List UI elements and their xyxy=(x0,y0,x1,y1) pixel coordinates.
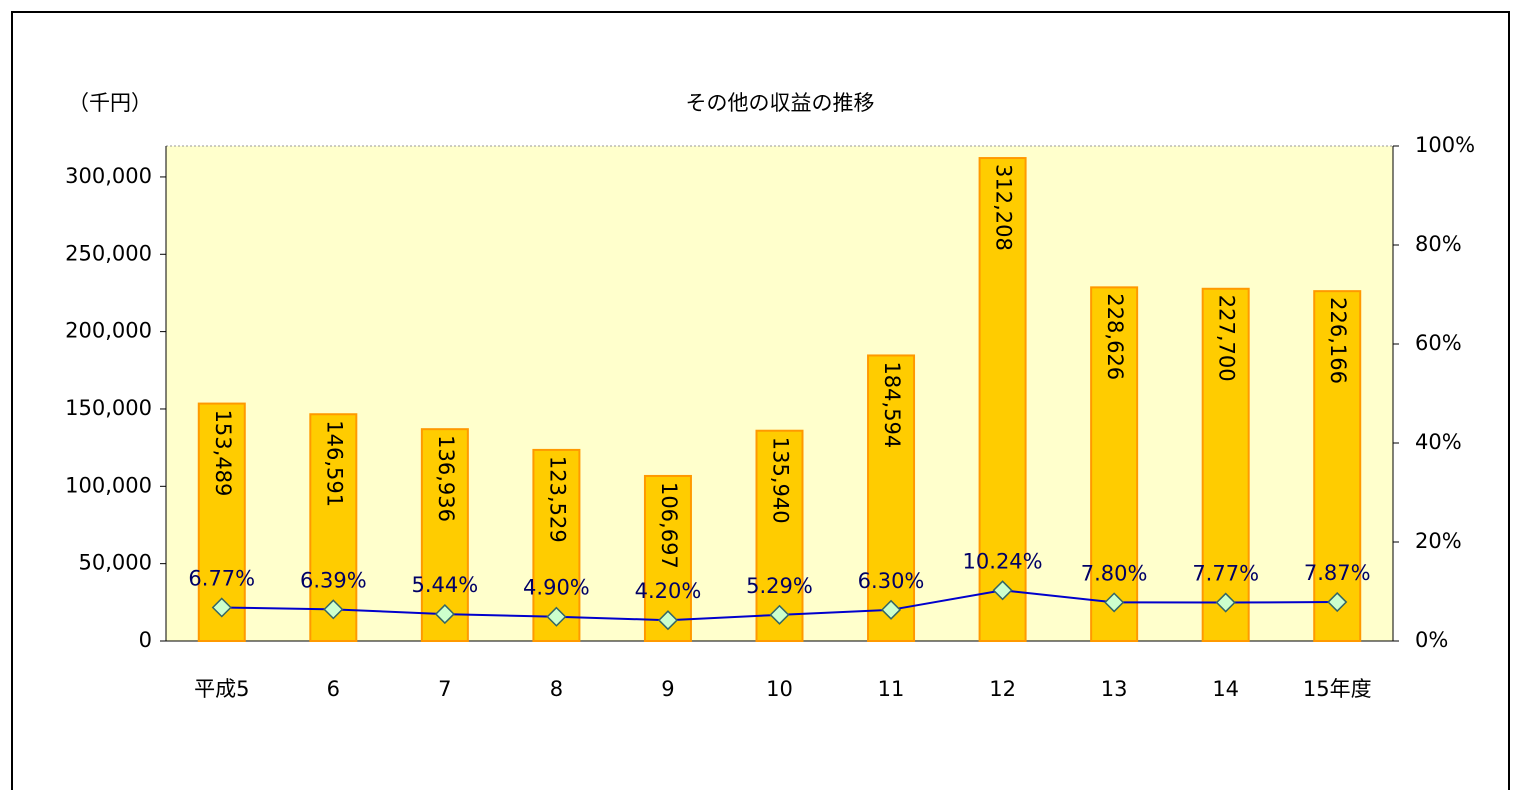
line-marker xyxy=(1104,592,1125,613)
x-tick-label: 6 xyxy=(327,677,340,701)
line-marker xyxy=(434,604,455,625)
line-value-label: 5.44% xyxy=(412,573,479,597)
x-tick-label: 9 xyxy=(661,677,674,701)
line-marker xyxy=(769,604,790,625)
x-tick-label: 14 xyxy=(1212,677,1239,701)
chart-title: その他の収益の推移 xyxy=(686,91,875,115)
line-value-label: 4.20% xyxy=(635,579,702,603)
bar-value-label: 123,529 xyxy=(545,456,569,543)
bar-value-label: 135,940 xyxy=(769,437,793,524)
x-tick-label: 15年度 xyxy=(1303,677,1372,701)
y-tick-label: 150,000 xyxy=(65,396,152,420)
line-marker xyxy=(546,606,567,627)
y2-tick-label: 100% xyxy=(1415,133,1475,157)
y2-tick-label: 40% xyxy=(1415,430,1462,454)
line-value-label: 7.80% xyxy=(1081,561,1148,585)
x-tick-label: 7 xyxy=(438,677,451,701)
bar xyxy=(1090,286,1139,642)
line-marker xyxy=(880,599,902,620)
bar-value-label: 226,166 xyxy=(1326,297,1350,384)
x-tick-label: 平成5 xyxy=(194,677,249,701)
bar-value-label: 146,591 xyxy=(322,420,346,507)
x-tick-label: 10 xyxy=(766,677,793,701)
bar xyxy=(420,428,469,642)
line-value-label: 6.77% xyxy=(188,566,255,590)
line-value-label: 6.30% xyxy=(858,569,925,593)
y-tick-label: 250,000 xyxy=(65,241,152,265)
bar-value-label: 184,594 xyxy=(880,361,904,448)
line-marker xyxy=(657,610,679,631)
bar-value-label: 227,700 xyxy=(1215,295,1239,382)
bar xyxy=(978,157,1027,642)
line-value-label: 7.77% xyxy=(1192,562,1259,586)
line-marker xyxy=(1215,592,1236,613)
bar-value-label: 153,489 xyxy=(211,410,235,497)
y-tick-label: 50,000 xyxy=(79,551,152,575)
y-tick-label: 300,000 xyxy=(65,164,152,188)
line-marker xyxy=(992,580,1013,601)
y-tick-label: 0 xyxy=(139,628,152,652)
bar-value-label: 312,208 xyxy=(992,164,1016,251)
line-value-label: 4.90% xyxy=(523,576,590,600)
bar xyxy=(1201,287,1250,642)
line-value-label: 7.87% xyxy=(1304,561,1371,585)
bar-value-label: 228,626 xyxy=(1103,293,1127,380)
line-value-label: 10.24% xyxy=(963,549,1043,573)
bar-value-label: 106,697 xyxy=(657,482,681,569)
y2-tick-label: 20% xyxy=(1415,529,1462,553)
y2-tick-label: 80% xyxy=(1415,232,1462,256)
y-tick-label: 200,000 xyxy=(65,319,152,343)
x-tick-label: 12 xyxy=(989,677,1016,701)
bar xyxy=(1313,290,1362,642)
line-marker xyxy=(211,597,232,618)
bar xyxy=(532,448,581,642)
x-tick-label: 11 xyxy=(878,677,905,701)
bar xyxy=(867,354,916,642)
y2-tick-label: 0% xyxy=(1415,628,1448,652)
bar-value-label: 136,936 xyxy=(434,435,458,522)
y2-tick-label: 60% xyxy=(1415,331,1462,355)
y-tick-label: 100,000 xyxy=(65,473,152,497)
y-axis-label: （千円） xyxy=(68,91,152,115)
line-value-label: 6.39% xyxy=(300,568,367,592)
line-value-label: 5.29% xyxy=(746,574,813,598)
line-marker xyxy=(323,599,344,620)
x-tick-label: 8 xyxy=(550,677,563,701)
x-tick-label: 13 xyxy=(1101,677,1128,701)
line-marker xyxy=(1327,591,1348,613)
